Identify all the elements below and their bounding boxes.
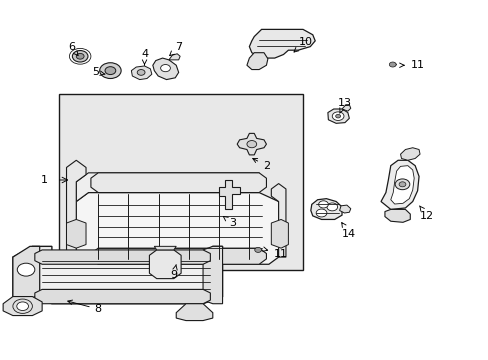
Text: 1: 1 [41,175,48,185]
Circle shape [105,67,116,75]
Circle shape [335,114,340,118]
Polygon shape [380,160,418,210]
Circle shape [160,64,170,72]
Circle shape [246,140,256,148]
Polygon shape [327,109,348,123]
Polygon shape [153,58,178,80]
Polygon shape [35,289,210,304]
Polygon shape [246,53,267,69]
Polygon shape [256,248,262,251]
Polygon shape [249,30,315,58]
Circle shape [318,201,328,208]
Polygon shape [176,304,212,320]
Text: 13: 13 [337,98,351,113]
Text: 3: 3 [223,216,235,228]
Text: 11: 11 [262,247,287,258]
Polygon shape [131,66,152,80]
Polygon shape [91,248,266,264]
Circle shape [326,203,337,211]
Circle shape [331,112,343,121]
Polygon shape [400,148,419,160]
Circle shape [76,53,84,59]
Polygon shape [310,199,341,220]
Polygon shape [66,160,86,259]
Polygon shape [203,246,222,304]
Polygon shape [76,193,278,264]
Polygon shape [13,246,222,304]
Text: 9: 9 [170,265,177,280]
Polygon shape [76,173,259,202]
Circle shape [254,247,261,252]
Text: 8: 8 [68,300,102,314]
Circle shape [72,50,88,62]
Text: 10: 10 [293,37,312,52]
Text: 2: 2 [252,158,269,171]
Circle shape [316,209,326,217]
Text: 14: 14 [341,222,356,239]
Circle shape [394,179,409,190]
Circle shape [100,63,121,78]
Circle shape [137,69,145,75]
Polygon shape [91,173,266,193]
Polygon shape [154,246,176,250]
Text: 5: 5 [92,67,105,77]
Text: 11: 11 [399,60,424,70]
Polygon shape [384,210,409,222]
Polygon shape [271,220,288,248]
Polygon shape [339,205,350,213]
Polygon shape [237,134,266,155]
Polygon shape [59,94,303,270]
Polygon shape [66,220,86,248]
Polygon shape [149,250,181,279]
Polygon shape [13,246,40,300]
Polygon shape [35,250,210,264]
Polygon shape [3,297,42,316]
Polygon shape [390,63,396,66]
Text: 12: 12 [419,206,433,221]
Text: 4: 4 [141,49,148,65]
Polygon shape [219,180,239,209]
Circle shape [398,182,405,187]
Text: 6: 6 [68,42,78,55]
Text: 7: 7 [169,42,182,55]
Circle shape [388,62,395,67]
Polygon shape [168,54,180,60]
Polygon shape [390,166,413,204]
Polygon shape [341,105,350,111]
Circle shape [17,263,35,276]
Circle shape [17,302,28,311]
Polygon shape [271,184,285,257]
